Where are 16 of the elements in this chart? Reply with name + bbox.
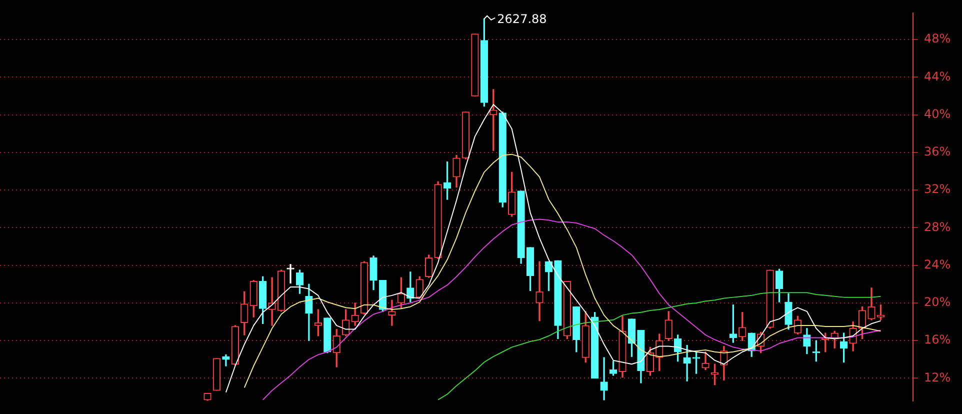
candlestick [388,300,396,326]
y-tick-label: 36% [924,144,951,159]
candlestick [683,344,691,382]
y-tick-label: 44% [924,69,951,84]
candlestick [268,277,276,326]
candlestick [536,261,544,322]
y-tick-label: 24% [924,257,951,272]
y-tick-label: 32% [924,182,951,196]
y-tick-label: 40% [924,106,951,121]
candlestick [600,357,608,400]
y-tick-label: 12% [924,370,951,384]
y-tick-label: 20% [924,295,951,310]
y-tick-label: 48% [924,32,951,46]
y-tick-label: 28% [924,220,951,234]
annotation: 2627.88 [497,12,547,26]
y-tick-label: 16% [924,332,951,347]
